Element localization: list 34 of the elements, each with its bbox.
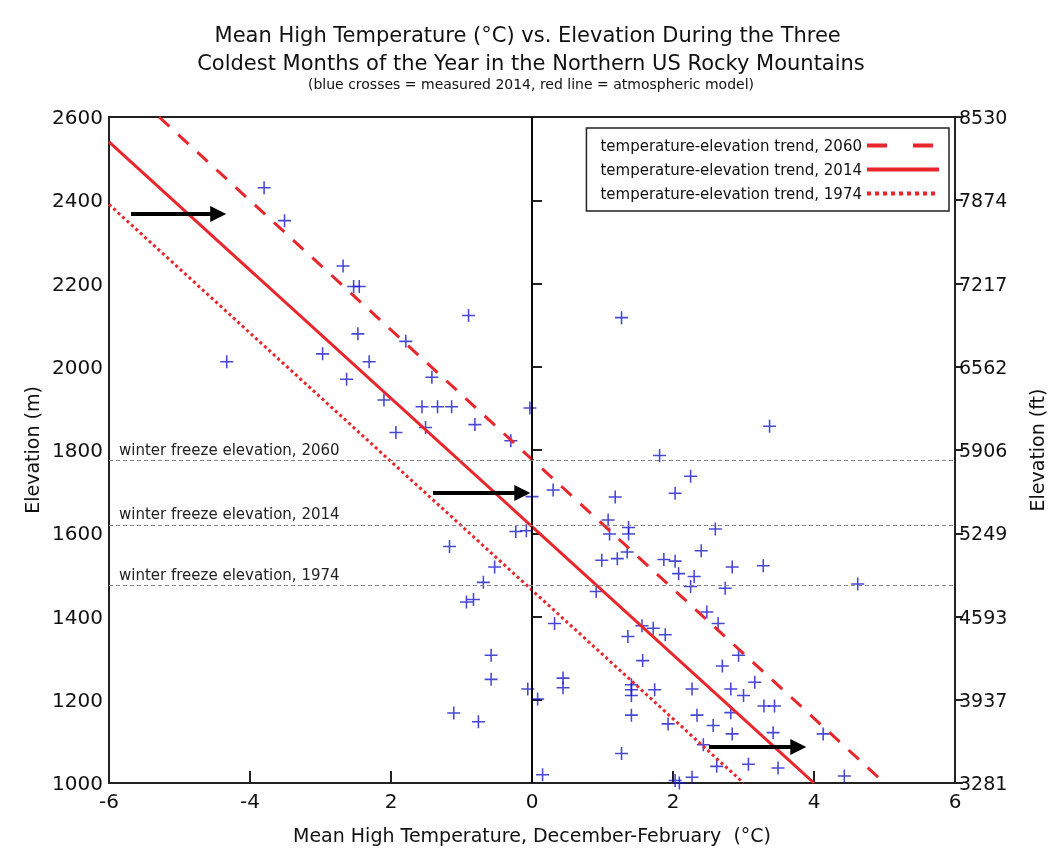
ref-line-label: winter freeze elevation, 2014 [119, 505, 340, 524]
y2-tick-label: 7874 [959, 189, 1008, 212]
y2-tick-label: 5249 [959, 522, 1008, 545]
legend-label: temperature-elevation trend, 2060 [600, 136, 862, 155]
x-axis-title: Mean High Temperature, December-February (°C) [293, 823, 771, 846]
y2-tick-label: 8530 [959, 106, 1008, 128]
y-tick-label: 1600 [52, 521, 103, 546]
y-tick-label: 2400 [52, 188, 103, 213]
y-tick-label: 1800 [52, 438, 103, 462]
legend-label: temperature-elevation trend, 1974 [600, 184, 862, 203]
x-tick-label: 2 [666, 789, 680, 813]
y-tick-label: 2200 [52, 271, 103, 296]
x-tick-label: -4 [240, 789, 260, 813]
y2-tick-label: 6562 [959, 355, 1008, 378]
x-tick-label: 6 [948, 789, 962, 813]
y2-tick-label: 7217 [959, 272, 1008, 295]
ref-line-label: winter freeze elevation, 2060 [119, 440, 340, 459]
x-tick-label: 2 [384, 789, 398, 813]
x-tick-label: 4 [807, 789, 821, 813]
y-tick-label: 1400 [52, 604, 103, 629]
y2-tick-label: 3937 [959, 688, 1008, 711]
y-tick-label: 1200 [52, 687, 103, 712]
chart-title: Mean High Temperature (°C) vs. Elevation During the Three Coldest Months of the Year in the Northern US Rocky Mountains [197, 23, 865, 75]
y-tick-label: 2000 [52, 354, 103, 379]
y2-tick-label: 4593 [959, 605, 1008, 628]
y2-tick-label: 5906 [959, 438, 1008, 461]
chart-subtitle: (blue crosses = measured 2014, red line = atmospheric model) [307, 76, 755, 92]
legend-label: temperature-elevation trend, 2014 [600, 160, 862, 179]
ref-line-label: winter freeze elevation, 1974 [119, 565, 340, 584]
y-axis-title: Elevation (m) [20, 386, 43, 514]
y-tick-label: 2600 [52, 105, 103, 129]
y2-axis-title: Elevation (ft) [1025, 388, 1048, 512]
y2-tick-label: 3281 [959, 772, 1008, 794]
x-tick-label: 0 [525, 789, 539, 813]
